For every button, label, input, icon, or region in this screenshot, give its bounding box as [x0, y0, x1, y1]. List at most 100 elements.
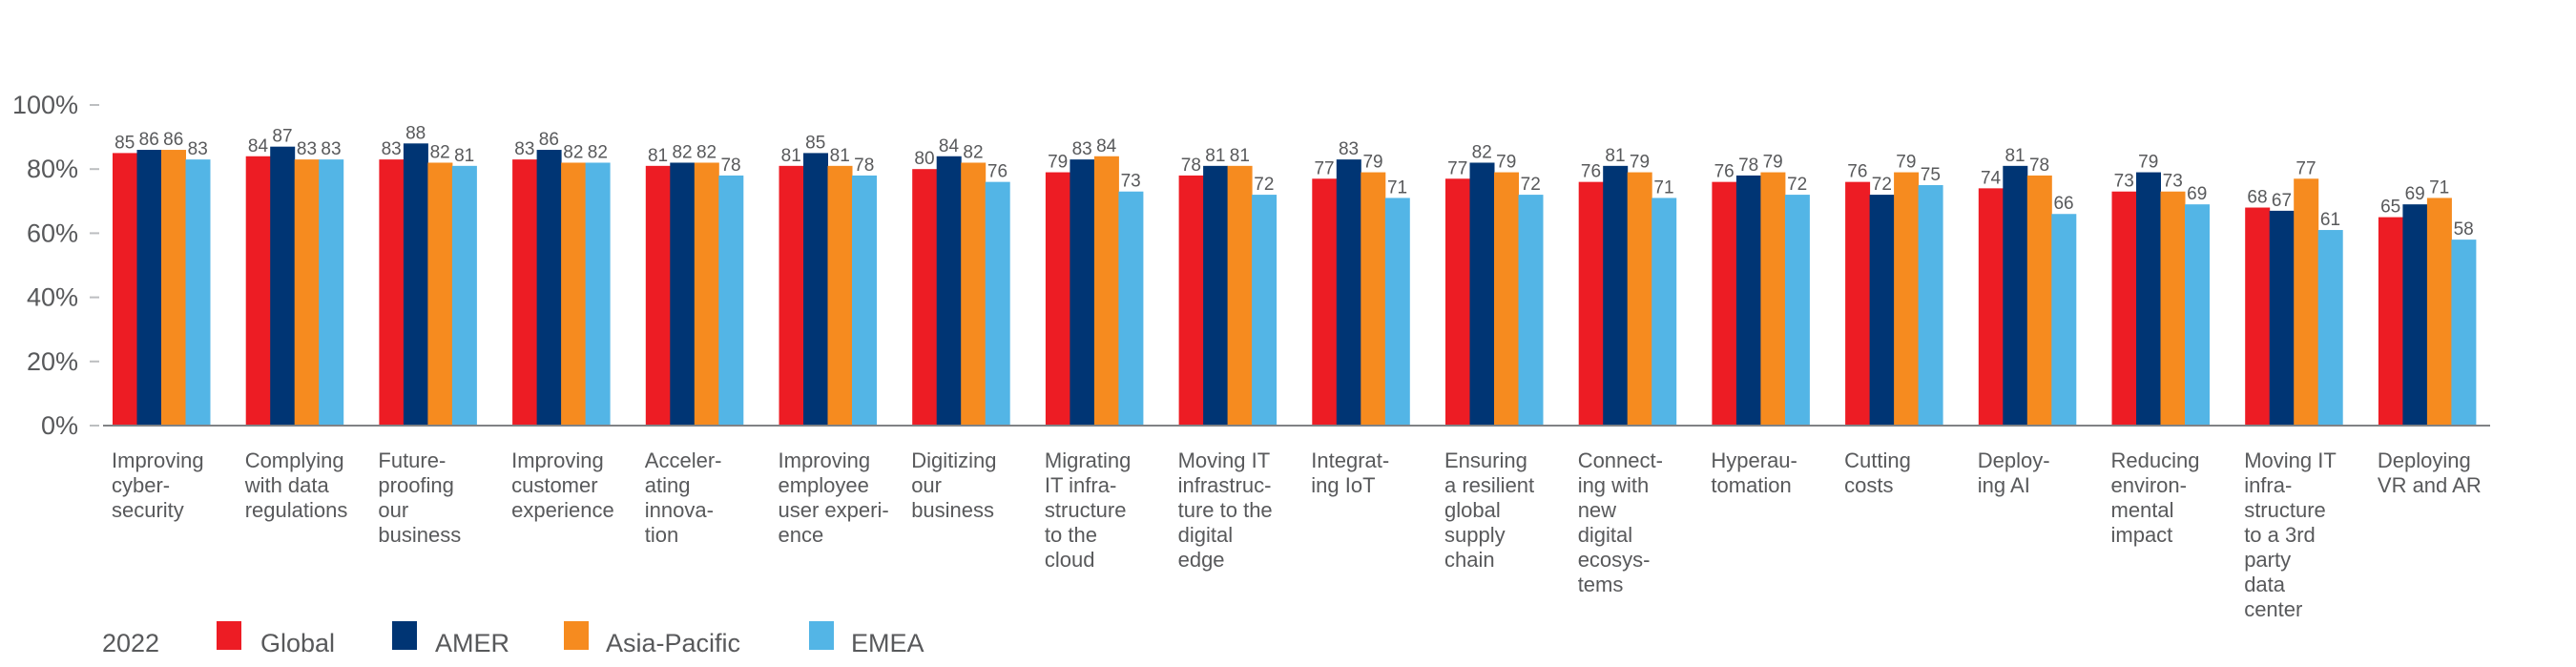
- value-label: 79: [1763, 153, 1783, 173]
- value-label: 88: [405, 123, 426, 143]
- bar-amer: [403, 143, 428, 426]
- category-label-line: IT infra-: [1045, 473, 1116, 497]
- bar-global: [512, 159, 538, 426]
- bar-emea: [1384, 198, 1410, 426]
- value-label: 72: [1254, 175, 1274, 195]
- bar-amer: [1336, 159, 1361, 426]
- category-label-line: Migrating: [1045, 448, 1131, 472]
- category-label-line: Future-: [378, 448, 446, 472]
- category-label-line: our: [378, 498, 408, 522]
- category-label: Integrat-ing IoT: [1311, 448, 1389, 497]
- value-label: 84: [248, 136, 269, 156]
- bar-asia-pacific: [161, 150, 186, 427]
- bar-global: [1045, 172, 1070, 426]
- bar-amer: [2269, 210, 2295, 426]
- category-label-line: Moving IT: [1178, 448, 1271, 472]
- category-label-line: to a 3rd: [2244, 523, 2316, 547]
- value-label: 78: [720, 156, 740, 176]
- category-label-line: Deploying: [2378, 448, 2471, 472]
- category-label-line: Cutting: [1844, 448, 1911, 472]
- category-label-line: Improving: [112, 448, 204, 472]
- bar-asia-pacific: [1627, 172, 1652, 426]
- value-label: 78: [1738, 156, 1758, 176]
- value-label: 72: [1872, 175, 1892, 195]
- bar-emea: [585, 162, 611, 427]
- bar-asia-pacific: [1494, 172, 1519, 426]
- category-label-line: cloud: [1045, 548, 1095, 572]
- value-label: 76: [1714, 162, 1735, 182]
- category-label: Improving cyber-security: [112, 448, 204, 522]
- category-label-line: user experi-: [779, 498, 889, 522]
- value-label: 65: [2380, 198, 2400, 218]
- bar-amer: [2003, 165, 2028, 426]
- legend-label-emea: EMEA: [851, 629, 924, 657]
- value-label: 76: [987, 162, 1008, 182]
- category-label-line: mental: [2111, 498, 2174, 522]
- category-label-line: Digitizing: [911, 448, 996, 472]
- value-label: 82: [563, 142, 583, 162]
- value-label: 69: [2405, 184, 2425, 204]
- category-label-line: customer: [511, 473, 597, 497]
- category-label-line: tems: [1578, 573, 1624, 596]
- category-label-line: with data: [244, 473, 330, 497]
- value-label: 73: [2114, 172, 2134, 192]
- bar-asia-pacific: [1361, 172, 1386, 426]
- category-label-line: Reducing: [2111, 448, 2200, 472]
- value-label: 73: [2163, 172, 2183, 192]
- category-label-line: ing with: [1578, 473, 1650, 497]
- category-label: Improving customer experience: [511, 448, 614, 522]
- category-label: Moving IT infrastruc-ture to the digital ed…: [1178, 448, 1273, 572]
- value-label: 69: [2187, 184, 2207, 204]
- bar-amer: [270, 146, 296, 426]
- bar-emea: [2051, 214, 2077, 426]
- category-label-line: ecosys-: [1578, 548, 1651, 572]
- value-label: 75: [1921, 165, 1941, 185]
- category-label: Improving employee user experi-ence: [779, 448, 889, 547]
- category-label-line: infra-: [2244, 473, 2292, 497]
- value-label: 71: [1387, 177, 1407, 198]
- bar-emea: [1518, 195, 1544, 426]
- legend-swatch-asia-pacific: [564, 621, 589, 650]
- y-axis: 0% 20% 40% 60% 80% 100%: [12, 91, 99, 440]
- category-label-line: business: [911, 498, 994, 522]
- category-label-line: tion: [645, 523, 678, 547]
- value-label: 83: [1072, 139, 1092, 159]
- value-label: 73: [1121, 172, 1141, 192]
- category-label-line: new: [1578, 498, 1616, 522]
- bar-global: [1712, 181, 1737, 426]
- category-label-line: Improving: [779, 448, 871, 472]
- value-label: 79: [1362, 153, 1382, 173]
- value-label: 72: [1521, 175, 1541, 195]
- category-label-line: VR and AR: [2378, 473, 2482, 497]
- legend-label-asia-pacific: Asia-Pacific: [606, 629, 740, 657]
- bar-amer: [536, 150, 562, 427]
- y-tick-label: 60%: [27, 219, 78, 247]
- category-label-line: edge: [1178, 548, 1225, 572]
- category-label-line: regulations: [245, 498, 348, 522]
- category-label-line: cyber-: [112, 473, 170, 497]
- value-label: 67: [2272, 191, 2292, 211]
- legend-swatch-global: [217, 621, 241, 650]
- category-label-line: ture to the: [1178, 498, 1273, 522]
- value-label: 79: [1630, 153, 1650, 173]
- value-label: 82: [696, 142, 717, 162]
- value-label: 81: [1605, 146, 1625, 166]
- value-label: 85: [805, 133, 825, 153]
- bar-asia-pacific: [827, 165, 853, 426]
- bar-emea: [1652, 198, 1677, 426]
- value-label: 81: [1205, 146, 1225, 166]
- category-label-line: structure: [1045, 498, 1127, 522]
- value-label: 81: [1230, 146, 1250, 166]
- value-label: 72: [1787, 175, 1807, 195]
- category-label: Digitizing our business: [911, 448, 996, 522]
- category-label-line: a resilient: [1444, 473, 1534, 497]
- bar-amer: [1070, 159, 1095, 426]
- bar-asia-pacific: [2426, 198, 2452, 426]
- category-label-line: security: [112, 498, 184, 522]
- value-label: 79: [1896, 153, 1916, 173]
- category-label-line: ing IoT: [1311, 473, 1375, 497]
- category-label-line: structure: [2244, 498, 2326, 522]
- bar-emea: [319, 159, 344, 426]
- value-label: 71: [1653, 177, 1673, 198]
